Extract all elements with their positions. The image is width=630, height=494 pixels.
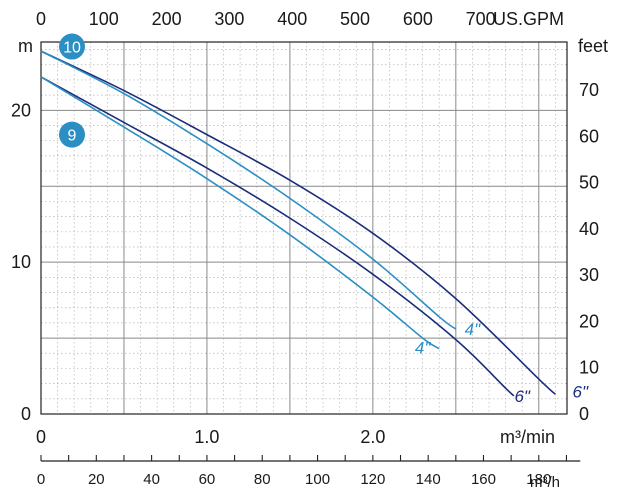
grid: [41, 42, 567, 414]
x-unit-bottom: m³/h: [530, 474, 560, 491]
x-top-tick-label: 100: [89, 9, 119, 29]
x-top-tick-label: 200: [152, 9, 182, 29]
x-bottom-tick-label: 160: [471, 471, 496, 488]
x-unit-top: US.GPM: [493, 9, 564, 29]
x-top-tick-label: 300: [214, 9, 244, 29]
x-unit-primary: m³/min: [500, 427, 555, 447]
y-right-tick-label: 40: [579, 219, 599, 239]
plot-frame: [40, 41, 568, 415]
x-bottom-tick-label: 60: [199, 471, 216, 488]
x-primary-tick-label: 2.0: [360, 427, 385, 447]
x-primary-tick-label: 0: [36, 427, 46, 447]
x-top-tick-label: 400: [277, 9, 307, 29]
curve-label-3: 6": [514, 387, 530, 406]
x-bottom-tick-label: 40: [143, 471, 160, 488]
badge-label-9: 9: [68, 128, 77, 145]
x-bottom-tick-label: 180: [526, 471, 551, 488]
y-right-tick-label: 50: [579, 173, 599, 193]
y-left-tick-label: 0: [21, 404, 31, 424]
y-right-tick-label: 20: [579, 311, 599, 331]
y-unit-left: m: [18, 36, 33, 56]
x-bottom-tick-label: 80: [254, 471, 271, 488]
curve-label-0: 6": [573, 382, 589, 401]
y-unit-right: feet: [578, 36, 608, 56]
bottom-m3h-axis: 0 20 40 60 80 100 120 140 160 180: [37, 455, 581, 488]
curve-label-1: 4": [465, 320, 481, 339]
series-line-10-1: [40, 50, 457, 330]
y-right-tick-label: 30: [579, 265, 599, 285]
badge-circle-9: [59, 121, 85, 148]
series-layer: [40, 50, 556, 397]
x-bottom-tick-label: 20: [88, 471, 105, 488]
x-primary-tick-label: 1.0: [194, 427, 219, 447]
x-bottom-tick-label: 140: [416, 471, 441, 488]
x-top-tick-label: 500: [340, 9, 370, 29]
y-right-tick-label: 10: [579, 358, 599, 378]
plot-border: [40, 41, 568, 415]
y-right-tick-label: 60: [579, 126, 599, 146]
y-left-tick-label: 10: [11, 252, 31, 272]
y-right-tick-label: 70: [579, 80, 599, 100]
x-bottom-tick-label: 0: [37, 471, 45, 488]
series-line-10-0: [40, 50, 556, 395]
x-top-tick-label: 700: [466, 9, 496, 29]
badges: 10 9: [59, 33, 85, 148]
x-bottom-tick-label: 120: [360, 471, 385, 488]
series-line-9-2: [40, 76, 515, 397]
curve-labels: 6" 4" 4" 6": [415, 320, 589, 406]
y-right-tick-label: 0: [579, 404, 589, 424]
series-line-9-3: [40, 76, 440, 350]
badge-label-10: 10: [63, 40, 81, 57]
x-top-tick-label: 0: [36, 9, 46, 29]
x-bottom-tick-label: 100: [305, 471, 330, 488]
badge-circle-10: [59, 33, 85, 60]
y-left-tick-label: 20: [11, 100, 31, 120]
x-top-tick-label: 600: [403, 9, 433, 29]
curve-label-2: 4": [415, 338, 431, 357]
